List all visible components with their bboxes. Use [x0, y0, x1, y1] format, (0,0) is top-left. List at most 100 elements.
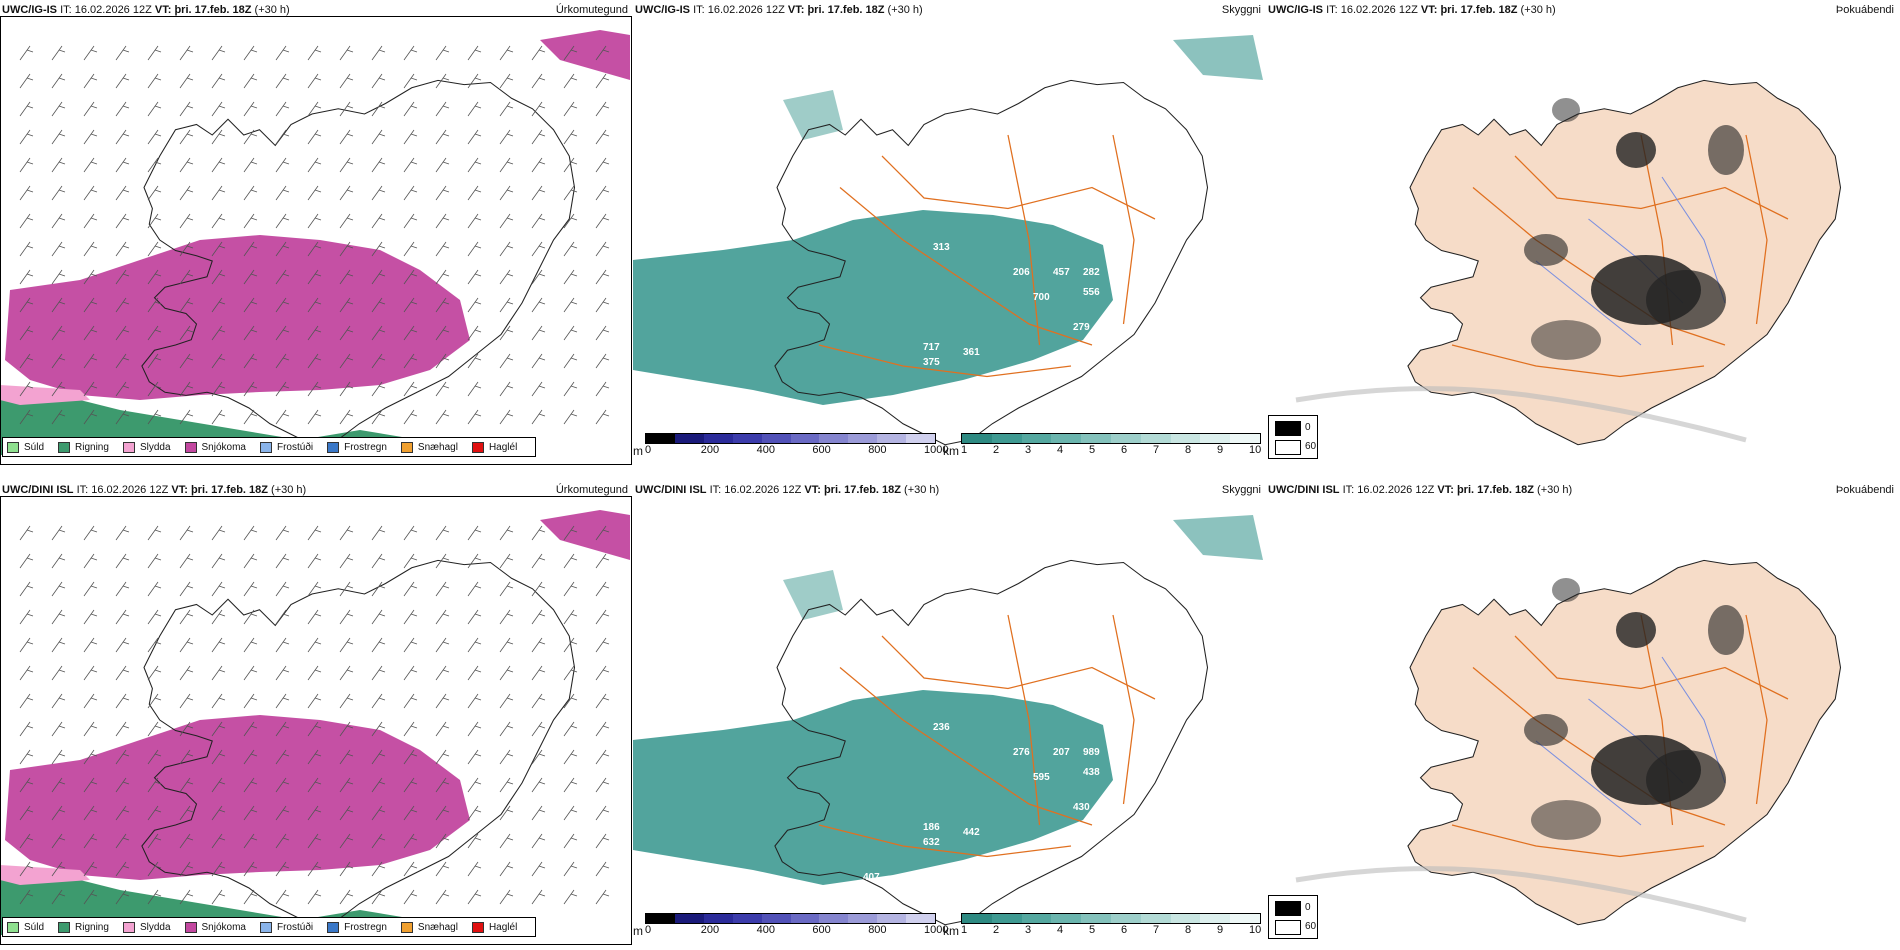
- wind-barb: [147, 805, 162, 821]
- legend-swatch: [400, 921, 413, 933]
- wind-barb: [563, 353, 578, 369]
- wind-barb: [243, 609, 258, 625]
- wind-barb: [499, 157, 514, 173]
- wind-barb: [243, 297, 258, 313]
- wind-barb: [147, 637, 162, 653]
- wind-barb: [243, 325, 258, 341]
- visibility-label: 989: [1083, 747, 1100, 758]
- wind-barb: [179, 409, 194, 425]
- wind-barb: [403, 581, 418, 597]
- wind-barb: [339, 353, 354, 369]
- wind-barb: [595, 325, 610, 341]
- colorbar-tick: 600: [812, 924, 831, 936]
- wind-barb: [179, 581, 194, 597]
- wind-barb: [467, 749, 482, 765]
- wind-barb: [147, 749, 162, 765]
- wind-barb: [467, 665, 482, 681]
- wind-barb: [563, 693, 578, 709]
- wind-barb: [531, 325, 546, 341]
- wind-barb: [563, 581, 578, 597]
- wind-barb: [19, 381, 34, 397]
- wind-barb: [51, 157, 66, 173]
- wind-barb: [563, 213, 578, 229]
- colorbar-unit: km: [943, 924, 959, 938]
- wind-barb: [307, 73, 322, 89]
- wind-barb: [499, 721, 514, 737]
- wind-barb: [499, 353, 514, 369]
- wind-barb: [115, 749, 130, 765]
- wind-barb: [403, 749, 418, 765]
- legend-label: Súld: [24, 441, 45, 453]
- wind-barb: [371, 581, 386, 597]
- wind-barb: [179, 213, 194, 229]
- wind-barb: [147, 833, 162, 849]
- wind-barb: [531, 777, 546, 793]
- wind-barb: [403, 241, 418, 257]
- wind-barb: [371, 609, 386, 625]
- wind-barb: [51, 721, 66, 737]
- snowfall-area: [540, 510, 630, 560]
- road-line: [881, 155, 1156, 220]
- wind-barb: [467, 353, 482, 369]
- visibility-label: 276: [1013, 747, 1030, 758]
- wind-barb: [243, 353, 258, 369]
- wind-barb: [307, 777, 322, 793]
- wind-barb: [307, 749, 322, 765]
- wind-barb: [179, 157, 194, 173]
- wind-barb: [179, 553, 194, 569]
- wind-barb: [83, 665, 98, 681]
- wind-barb: [243, 101, 258, 117]
- fog-map: [1295, 79, 1842, 446]
- height-colorbar: m 0 200 400 600 800 1000: [633, 433, 948, 463]
- wind-barb: [83, 889, 98, 905]
- wind-barb: [531, 213, 546, 229]
- wind-barb: [51, 889, 66, 905]
- wind-barb: [211, 749, 226, 765]
- colorbar-tick: 8: [1185, 444, 1192, 456]
- wind-barb: [371, 777, 386, 793]
- wind-barb: [179, 241, 194, 257]
- colorbar-tick: 800: [868, 444, 887, 456]
- wind-barb: [179, 665, 194, 681]
- wind-barb: [435, 269, 450, 285]
- wind-barb: [243, 581, 258, 597]
- wind-barb: [179, 353, 194, 369]
- wind-barb: [211, 73, 226, 89]
- wind-barb: [435, 777, 450, 793]
- wind-barb: [467, 297, 482, 313]
- wind-barb: [179, 889, 194, 905]
- wind-barb: [83, 721, 98, 737]
- wind-barb: [307, 409, 322, 425]
- wind-barb: [19, 241, 34, 257]
- wind-barb: [115, 241, 130, 257]
- wind-barb: [211, 101, 226, 117]
- wind-barb: [307, 693, 322, 709]
- wind-barb: [339, 637, 354, 653]
- wind-barb: [595, 269, 610, 285]
- wind-barb: [339, 525, 354, 541]
- colorbar-tick: 1: [961, 444, 968, 456]
- wind-barb: [83, 777, 98, 793]
- wind-barb: [563, 777, 578, 793]
- wind-barb: [435, 213, 450, 229]
- wind-barb: [275, 101, 290, 117]
- wind-barb: [19, 353, 34, 369]
- wind-barb: [51, 665, 66, 681]
- wind-barb: [147, 353, 162, 369]
- wind-barb: [19, 581, 34, 597]
- wind-barb: [307, 213, 322, 229]
- wind-barb: [83, 861, 98, 877]
- legend-label: Snæhagl: [417, 921, 458, 933]
- wind-barb: [243, 721, 258, 737]
- legend-item: Slydda: [122, 441, 171, 453]
- wind-barb: [115, 129, 130, 145]
- wind-barb: [51, 777, 66, 793]
- colorbar-tick: 400: [756, 444, 775, 456]
- legend-item: Frostregn: [327, 441, 387, 453]
- wind-barb: [499, 525, 514, 541]
- wind-barb: [115, 805, 130, 821]
- wind-barb: [339, 213, 354, 229]
- wind-barb: [51, 213, 66, 229]
- wind-barb: [403, 269, 418, 285]
- iceland-outline: [774, 559, 1209, 926]
